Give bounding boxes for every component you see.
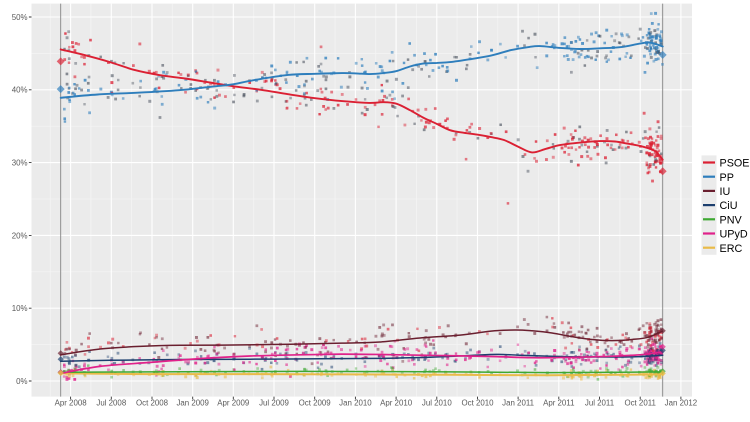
svg-text:10%: 10% (12, 304, 28, 313)
svg-text:Jul 2008: Jul 2008 (96, 399, 126, 408)
svg-text:Oct 2008: Oct 2008 (136, 399, 169, 408)
svg-text:0%: 0% (16, 377, 27, 386)
svg-text:Oct 2010: Oct 2010 (461, 399, 494, 408)
svg-text:50%: 50% (12, 13, 28, 22)
svg-text:Oct 2011: Oct 2011 (624, 399, 655, 408)
svg-text:Jan 2012: Jan 2012 (665, 399, 697, 408)
svg-text:20%: 20% (12, 231, 28, 240)
svg-text:UPyD: UPyD (720, 229, 748, 241)
svg-text:PNV: PNV (720, 214, 743, 226)
svg-text:40%: 40% (12, 86, 28, 95)
svg-text:Jul 2011: Jul 2011 (585, 399, 614, 408)
svg-text:Apr 2009: Apr 2009 (217, 399, 250, 408)
svg-text:Apr 2008: Apr 2008 (55, 399, 88, 408)
svg-text:PP: PP (720, 172, 734, 184)
svg-text:Jan 2010: Jan 2010 (339, 399, 372, 408)
svg-text:Jul 2009: Jul 2009 (259, 399, 289, 408)
svg-text:Oct 2009: Oct 2009 (299, 399, 332, 408)
svg-text:ERC: ERC (720, 243, 743, 255)
svg-text:Apr 2011: Apr 2011 (543, 399, 574, 408)
svg-text:Apr 2010: Apr 2010 (380, 399, 413, 408)
svg-text:Jan 2009: Jan 2009 (176, 399, 209, 408)
svg-text:Jan 2011: Jan 2011 (502, 399, 534, 408)
svg-text:Jul 2010: Jul 2010 (422, 399, 452, 408)
svg-text:IU: IU (720, 186, 731, 198)
svg-text:PSOE: PSOE (720, 158, 750, 170)
svg-text:CiU: CiU (720, 200, 738, 212)
svg-text:30%: 30% (12, 159, 28, 168)
